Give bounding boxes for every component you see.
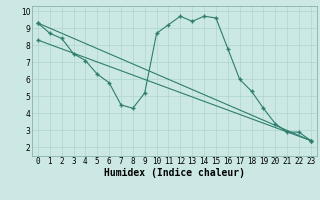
X-axis label: Humidex (Indice chaleur): Humidex (Indice chaleur): [104, 168, 245, 178]
